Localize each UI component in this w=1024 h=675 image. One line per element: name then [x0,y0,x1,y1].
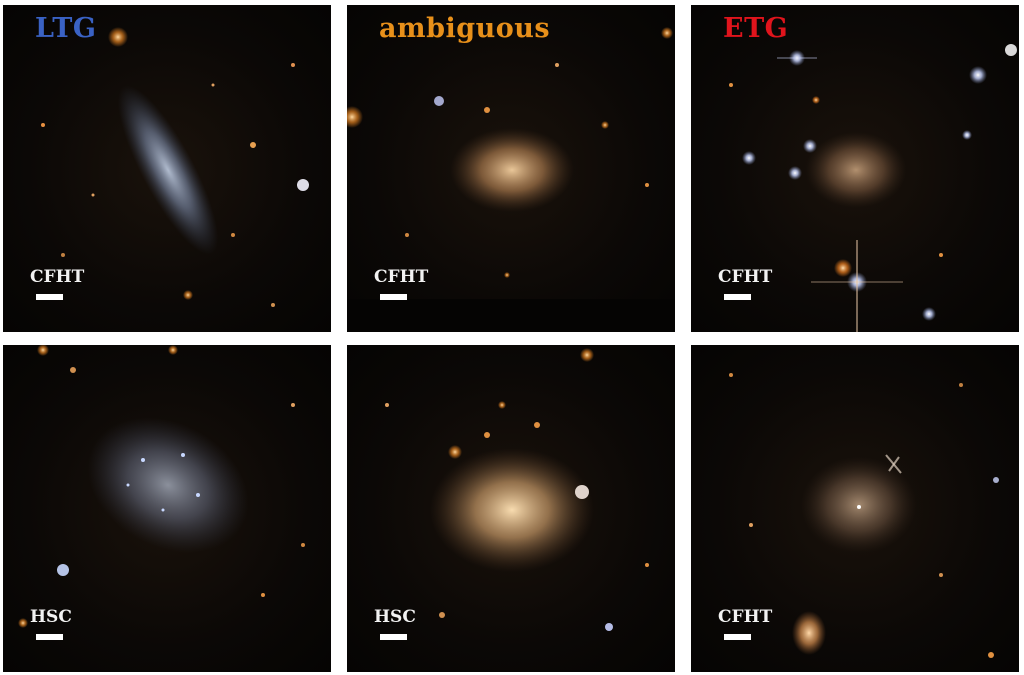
galaxy [806,132,906,208]
survey-label: CFHT [30,267,85,287]
survey-label: CFHT [718,607,773,627]
scale-bar [724,634,751,640]
galaxy [117,85,219,255]
panel-ambiguous-bottom: HSC [347,345,675,672]
scale-bar [36,294,63,300]
galaxy-image [347,27,675,332]
galaxy-image [18,345,305,628]
panel-ltg-bottom: HSC [3,345,331,672]
scale-bar [724,294,751,300]
scale-bar [380,634,407,640]
panel-etg-top: ETG CFHT [691,5,1019,332]
galaxy [87,417,249,553]
galaxy-image [729,373,999,658]
panel-etg-bottom: CFHT [691,345,1019,672]
survey-label: HSC [374,607,416,627]
scale-bar [380,294,407,300]
column-label-ambiguous: ambiguous [379,13,551,44]
survey-label: CFHT [374,267,429,287]
column-label-ltg: LTG [35,13,97,44]
masked-region [347,299,675,332]
survey-label: HSC [30,607,72,627]
panel-ambiguous-top: ambiguous CFHT [347,5,675,332]
galaxy [430,448,594,572]
column-label-etg: ETG [723,13,789,44]
galaxy [450,128,574,212]
scale-bar [36,634,63,640]
galaxy-image [385,348,649,631]
galaxy-image [729,44,1017,332]
panel-ltg-top: LTG CFHT [3,5,331,332]
galaxy-image [41,27,309,307]
survey-label: CFHT [718,267,773,287]
